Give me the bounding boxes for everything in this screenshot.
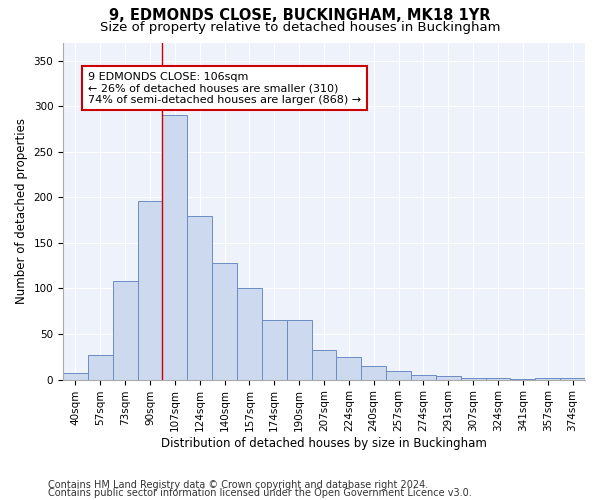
Bar [361,366,386,380]
Text: Contains HM Land Registry data © Crown copyright and database right 2024.: Contains HM Land Registry data © Crown c… [48,480,428,490]
Bar [337,357,361,380]
Bar [262,320,287,380]
Bar [212,263,237,380]
Bar [461,378,485,380]
Bar [560,378,585,380]
Y-axis label: Number of detached properties: Number of detached properties [15,118,28,304]
Bar [137,201,163,380]
Bar [386,372,411,380]
Text: 9, EDMONDS CLOSE, BUCKINGHAM, MK18 1YR: 9, EDMONDS CLOSE, BUCKINGHAM, MK18 1YR [109,8,491,22]
Text: Contains public sector information licensed under the Open Government Licence v3: Contains public sector information licen… [48,488,472,498]
Bar [511,378,535,380]
X-axis label: Distribution of detached houses by size in Buckingham: Distribution of detached houses by size … [161,437,487,450]
Text: Size of property relative to detached houses in Buckingham: Size of property relative to detached ho… [100,21,500,34]
Bar [88,355,113,380]
Bar [535,378,560,380]
Text: 9 EDMONDS CLOSE: 106sqm
← 26% of detached houses are smaller (310)
74% of semi-d: 9 EDMONDS CLOSE: 106sqm ← 26% of detache… [88,72,361,105]
Bar [311,350,337,380]
Bar [485,378,511,380]
Bar [163,116,187,380]
Bar [113,281,137,380]
Bar [63,373,88,380]
Bar [411,375,436,380]
Bar [237,288,262,380]
Bar [187,216,212,380]
Bar [287,320,311,380]
Bar [436,376,461,380]
